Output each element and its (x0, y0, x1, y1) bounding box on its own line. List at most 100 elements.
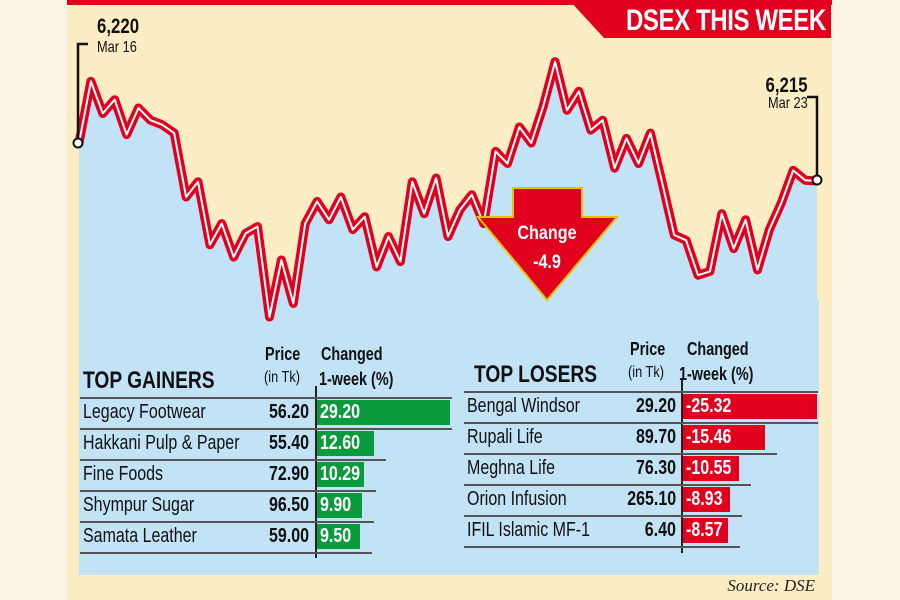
gainers-row-change-text: 9.90 (320, 494, 352, 516)
losers-row-price-text: 6.40 (644, 519, 676, 541)
end-point-marker (811, 174, 823, 186)
losers-row-rule (464, 453, 777, 455)
change-down-arrow-icon (475, 187, 620, 302)
gainers-row-price-text: 55.40 (268, 432, 309, 454)
losers-row-change-text: -15.46 (686, 426, 732, 448)
losers-row-name-text: Orion Infusion (467, 488, 567, 510)
gainers-row-name-text: Samata Leather (83, 525, 197, 547)
gainers-row-rule (80, 459, 387, 461)
gainers-change-bar (317, 524, 361, 549)
gainers-row-change: 29.20 (320, 401, 370, 424)
end-value-label: 6,215 (765, 74, 808, 97)
gainers-change-sub: 1-week (%) (319, 369, 394, 389)
gainers-row-price-text: 72.90 (268, 463, 309, 485)
change-value: -4.9 (533, 251, 561, 273)
losers-row-change: -8.93 (686, 488, 732, 511)
losers-row-change-text: -10.55 (686, 457, 732, 479)
losers-row-price: 76.30 (626, 457, 676, 480)
gainers-column-divider (315, 386, 317, 558)
losers-change-bar (683, 394, 818, 419)
gainers-row-rule (80, 490, 376, 492)
losers-title: TOP LOSERS (474, 361, 598, 388)
losers-change-bar (683, 487, 731, 512)
losers-row-name: Meghna Life (467, 457, 577, 480)
index-line (78, 60, 818, 318)
losers-row-name-text: Bengal Windsor (467, 395, 580, 417)
gainers-row-price: 96.50 (259, 494, 309, 517)
losers-row-change: -15.46 (686, 426, 743, 449)
gainers-row-rule (80, 397, 452, 399)
gainers-change-bar (317, 462, 364, 487)
losers-change-header: Changed (687, 339, 749, 359)
gainers-row-name-text: Hakkani Pulp & Paper (83, 432, 240, 454)
gainers-row-change: 9.50 (320, 525, 359, 548)
gainers-price-header: Price (265, 344, 301, 364)
losers-row-price: 6.40 (637, 519, 676, 542)
losers-row-price: 29.20 (626, 395, 676, 418)
gainers-row-price: 72.90 (259, 463, 309, 486)
gainers-row-rule (80, 552, 373, 554)
gainers-row-name: Fine Foods (83, 463, 183, 486)
losers-row-change-text: -8.93 (686, 488, 723, 510)
gainers-row-price-text: 96.50 (268, 494, 309, 516)
gainers-row-change-text: 12.60 (320, 432, 361, 454)
gainers-change-bar (317, 400, 450, 425)
gainers-row-name-text: Shympur Sugar (83, 494, 195, 516)
losers-row-name: IFIL Islamic MF-1 (467, 519, 621, 542)
losers-row-rule (464, 422, 818, 424)
area-under-line (79, 61, 817, 575)
gainers-row-change-text: 29.20 (320, 401, 361, 423)
losers-column-divider (681, 380, 683, 553)
losers-row-name-text: Meghna Life (467, 457, 556, 479)
gainers-row-rule (80, 521, 375, 523)
losers-row-change-text: -25.32 (686, 395, 732, 417)
losers-row-rule (464, 391, 818, 393)
losers-row-price-text: 265.10 (627, 488, 676, 510)
gainers-title: TOP GAINERS (83, 367, 215, 394)
losers-row-price-text: 29.20 (635, 395, 676, 417)
losers-row-change: -25.32 (686, 395, 743, 418)
losers-row-name: Rupali Life (467, 426, 562, 449)
gainers-change-bar (317, 431, 375, 456)
gainers-row-name-text: Legacy Footwear (83, 401, 206, 423)
gainers-row-name: Samata Leather (83, 525, 225, 548)
gainers-change-bar (317, 493, 363, 518)
losers-change-bar (683, 456, 739, 481)
start-value-label: 6,220 (97, 15, 140, 38)
losers-row-change: -8.57 (686, 519, 732, 542)
change-label: Change (517, 222, 576, 244)
losers-row-change-text: -8.57 (686, 519, 723, 541)
losers-change-sub: 1-week (%) (679, 364, 754, 384)
gainers-row-change: 10.29 (320, 463, 370, 486)
gainers-row-name: Legacy Footwear (83, 401, 236, 424)
losers-price-header: Price (630, 339, 666, 359)
gainers-row-price-text: 56.20 (268, 401, 309, 423)
gainers-row-change: 9.90 (320, 494, 359, 517)
gainers-row-name: Shympur Sugar (83, 494, 222, 517)
losers-row-rule (464, 546, 741, 548)
end-date-label: Mar 23 (768, 95, 808, 112)
losers-row-price: 265.10 (615, 488, 676, 511)
gainers-price-sub: (in Tk) (264, 369, 301, 386)
losers-price-sub: (in Tk) (628, 364, 665, 381)
gainers-row-name: Hakkani Pulp & Paper (83, 432, 279, 455)
gainers-row-change: 12.60 (320, 432, 370, 455)
losers-row-name-text: Rupali Life (467, 426, 543, 448)
start-marker-bracket (76, 42, 88, 143)
losers-row-price: 89.70 (626, 426, 676, 449)
end-marker-bracket (807, 95, 819, 180)
gainers-row-rule (80, 428, 452, 430)
start-date-label: Mar 16 (97, 39, 137, 56)
losers-row-name: Orion Infusion (467, 488, 592, 511)
losers-row-price-text: 89.70 (635, 426, 676, 448)
losers-change-bar (683, 425, 765, 450)
gainers-row-price: 56.20 (259, 401, 309, 424)
gainers-change-header: Changed (321, 344, 383, 364)
losers-row-name-text: IFIL Islamic MF-1 (467, 519, 590, 541)
losers-row-name: Bengal Windsor (467, 395, 608, 418)
gainers-row-change-text: 9.50 (320, 525, 352, 547)
gainers-row-change-text: 10.29 (320, 463, 361, 485)
chart-title: DSEX THIS WEEK (626, 4, 826, 37)
gainers-row-price: 59.00 (259, 525, 309, 548)
gainers-row-name-text: Fine Foods (83, 463, 164, 485)
